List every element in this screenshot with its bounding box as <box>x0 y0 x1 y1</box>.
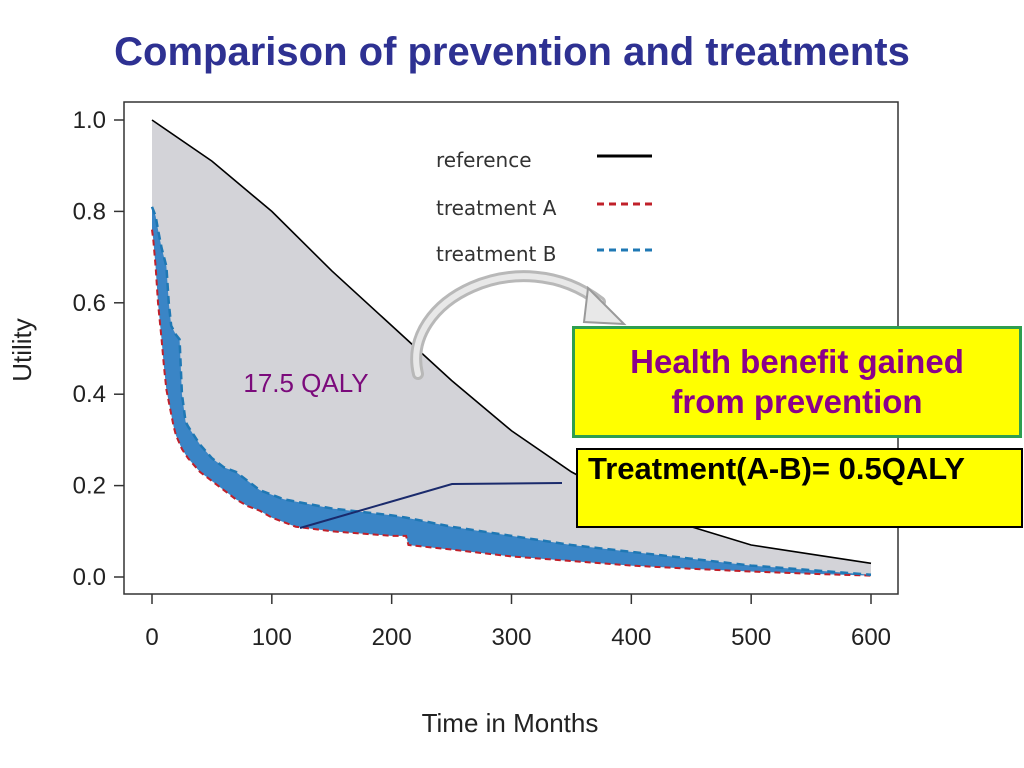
y-tick-label: 0.8 <box>73 198 106 225</box>
x-tick-label: 600 <box>851 624 891 651</box>
chart-series-lines <box>150 119 872 577</box>
y-axis-label: Utility <box>7 318 37 382</box>
x-axis-ticks: 0 100 200 300 400 500 600 <box>145 594 891 651</box>
x-tick-label: 300 <box>491 624 531 651</box>
x-tick-label: 500 <box>731 624 771 651</box>
x-tick-label: 100 <box>252 624 292 651</box>
legend-label: treatment A <box>436 196 557 220</box>
curved-arrow-highlight <box>413 273 603 377</box>
benefit-callout-text: Health benefit gained from prevention <box>630 343 964 420</box>
x-tick-label: 0 <box>145 624 158 651</box>
y-tick-label: 0.4 <box>73 381 106 408</box>
x-axis-label: Time in Months <box>422 708 599 738</box>
legend-label: treatment B <box>436 242 556 266</box>
series-line-treatment-b <box>150 206 872 576</box>
curved-arrow-head <box>582 285 627 326</box>
qaly-area-label: 17.5 QALY <box>243 368 368 398</box>
legend-label: reference <box>436 148 532 172</box>
area-prevention-benefit <box>152 120 871 576</box>
chart-areas <box>152 120 871 576</box>
y-tick-label: 0.0 <box>73 564 106 591</box>
benefit-callout-box: Health benefit gained from prevention <box>572 326 1022 438</box>
y-axis-ticks: 0.0 0.2 0.4 0.6 0.8 1.0 <box>73 107 124 591</box>
series-line-treatment-a <box>151 229 872 577</box>
y-tick-label: 0.2 <box>73 473 106 500</box>
callout-pointer-line <box>299 482 563 529</box>
treatment-callout-box: Treatment(A-B)= 0.5QALY <box>576 448 1023 528</box>
x-tick-label: 200 <box>372 624 412 651</box>
series-line-reference <box>151 119 872 565</box>
treatment-callout-text: Treatment(A-B)= 0.5QALY <box>588 451 965 486</box>
chart-legend: reference treatment A treatment B <box>436 148 652 266</box>
y-tick-label: 0.6 <box>73 290 106 317</box>
x-tick-label: 400 <box>611 624 651 651</box>
y-tick-label: 1.0 <box>73 107 106 134</box>
slide-title: Comparison of prevention and treatments <box>114 30 910 74</box>
